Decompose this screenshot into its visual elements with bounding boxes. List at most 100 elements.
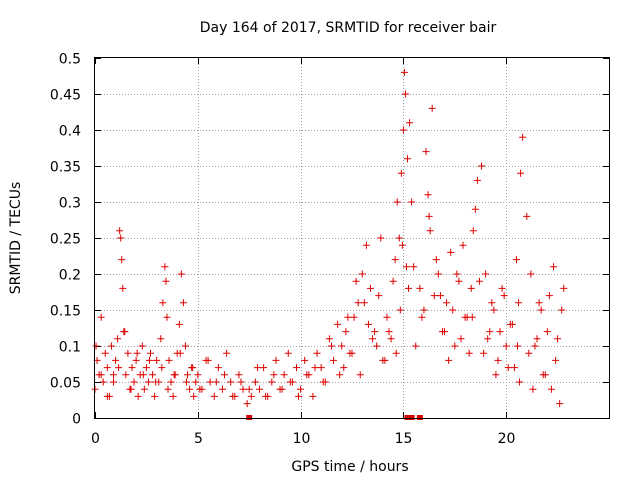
data-point: [523, 212, 531, 220]
data-point: [153, 356, 161, 364]
data-point: [547, 385, 555, 393]
data-point: [545, 292, 553, 300]
data-point: [223, 349, 231, 357]
x-tick-label: 15: [395, 431, 413, 447]
data-point: [478, 162, 486, 170]
data-point: [405, 284, 413, 292]
data-point: [494, 356, 502, 364]
data-point: [127, 385, 135, 393]
data-point: [221, 371, 229, 379]
data-point: [186, 385, 194, 393]
data-point: [190, 392, 198, 400]
x-tick-label: 5: [194, 431, 203, 447]
data-point: [465, 349, 473, 357]
data-point: [311, 364, 319, 372]
data-point: [436, 292, 444, 300]
data-point: [162, 277, 170, 285]
data-point: [350, 313, 358, 321]
data-point: [364, 320, 372, 328]
data-point: [247, 392, 255, 400]
data-point: [286, 378, 294, 386]
data-point: [151, 392, 159, 400]
y-tick-label: 0.05: [50, 376, 81, 392]
data-point: [115, 364, 123, 372]
data-point: [301, 356, 309, 364]
data-point: [118, 256, 126, 264]
data-point: [420, 306, 428, 314]
data-point: [490, 306, 498, 314]
data-point: [280, 371, 288, 379]
data-point: [552, 356, 560, 364]
data-point: [327, 342, 335, 350]
data-point: [338, 342, 346, 350]
data-points: [91, 68, 568, 420]
data-point: [170, 371, 178, 379]
data-point: [385, 328, 393, 336]
y-tick-labels: 0 0.05 0.1 0.15 0.2 0.25 0.3 0.35 0.4 0.45 0.5: [50, 52, 81, 428]
y-tick-label: 0.35: [50, 160, 81, 176]
data-point: [99, 378, 107, 386]
data-point: [512, 256, 520, 264]
data-point: [212, 378, 220, 386]
data-point: [179, 299, 187, 307]
data-point: [412, 342, 420, 350]
data-point: [375, 292, 383, 300]
y-tick-label: 0.3: [59, 196, 81, 212]
data-point: [399, 126, 407, 134]
data-point: [515, 299, 523, 307]
data-point: [161, 263, 169, 271]
x-axis-title: GPS time / hours: [291, 459, 408, 475]
data-point: [139, 371, 147, 379]
data-point: [488, 299, 496, 307]
data-point: [210, 392, 218, 400]
data-point: [533, 335, 541, 343]
data-point: [313, 349, 321, 357]
data-point: [164, 385, 172, 393]
data-point: [554, 335, 562, 343]
data-point: [398, 241, 406, 249]
data-point: [169, 392, 177, 400]
data-point: [251, 378, 259, 386]
data-point: [445, 356, 453, 364]
data-point: [260, 364, 268, 372]
data-point: [527, 270, 535, 278]
data-point: [159, 299, 167, 307]
data-point: [149, 371, 157, 379]
data-point: [229, 392, 237, 400]
y-tick-label: 0.25: [50, 232, 81, 248]
data-point: [519, 133, 527, 141]
data-point: [473, 176, 481, 184]
data-point: [329, 356, 337, 364]
data-point: [130, 378, 138, 386]
data-point: [152, 378, 160, 386]
data-point: [471, 205, 479, 213]
data-point: [410, 263, 418, 271]
data-point: [401, 90, 409, 98]
data-point: [537, 306, 545, 314]
data-point: [144, 378, 152, 386]
data-point: [140, 385, 148, 393]
x-tick-labels: 0 5 10 15 20: [91, 431, 515, 447]
data-point: [432, 256, 440, 264]
data-point: [383, 313, 391, 321]
data-point: [396, 306, 404, 314]
data-point: [463, 313, 471, 321]
data-point: [124, 349, 132, 357]
data-point: [119, 284, 127, 292]
data-point: [449, 306, 457, 314]
x-tick-label: 0: [91, 431, 100, 447]
data-point: [227, 378, 235, 386]
data-point: [369, 335, 377, 343]
data-point: [117, 234, 125, 242]
baseline-marker: [416, 415, 423, 420]
y-axis-title: SRMTID / TECUs: [8, 182, 24, 295]
data-point: [163, 313, 171, 321]
data-point: [438, 328, 446, 336]
data-point: [453, 270, 461, 278]
data-point: [189, 364, 197, 372]
x-tick-label: 20: [498, 431, 516, 447]
data-point: [192, 378, 200, 386]
data-point: [103, 364, 111, 372]
data-point: [451, 342, 459, 350]
data-point: [158, 364, 166, 372]
